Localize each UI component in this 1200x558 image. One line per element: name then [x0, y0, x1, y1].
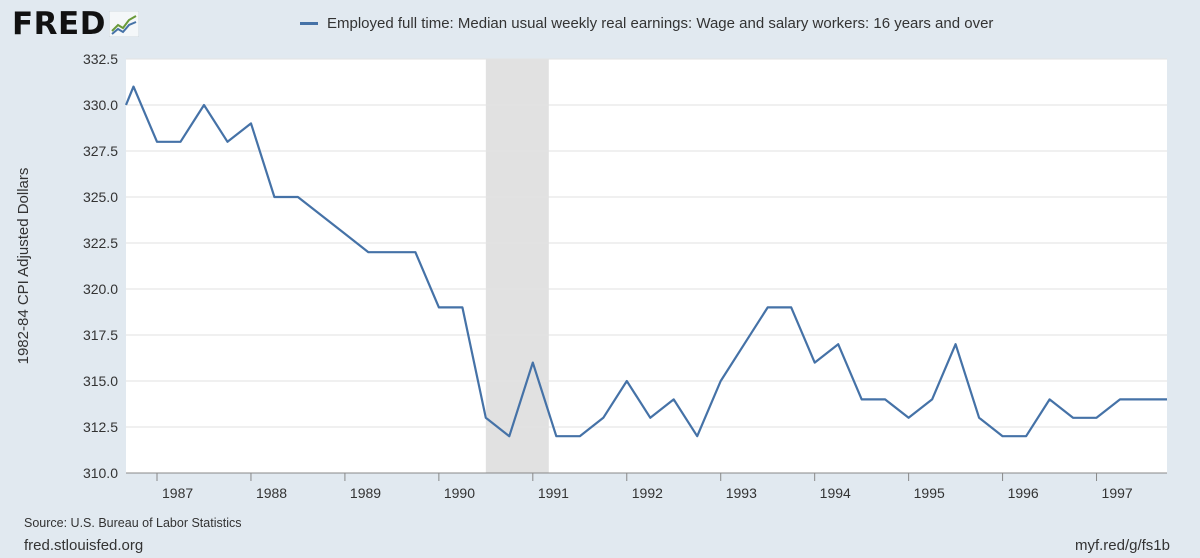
recession-band — [485, 59, 549, 473]
legend-swatch — [300, 22, 318, 25]
x-tick-label: 1995 — [914, 485, 945, 501]
fred-logo[interactable]: FRED — [12, 4, 139, 44]
short-url-link[interactable]: myf.red/g/fs1b — [1074, 537, 1170, 554]
y-tick-label: 320.0 — [83, 281, 118, 297]
x-tick-label: 1989 — [350, 485, 381, 501]
y-tick-label: 312.5 — [83, 419, 118, 435]
x-tick-label: 1997 — [1102, 485, 1133, 501]
legend-label: Employed full time: Median usual weekly … — [327, 15, 994, 32]
y-tick-label: 315.0 — [83, 373, 118, 389]
chart-logo-icon — [108, 11, 139, 37]
site-link[interactable]: fred.stlouisfed.org — [24, 537, 144, 554]
y-tick-label: 310.0 — [83, 465, 118, 481]
x-tick-label: 1987 — [162, 485, 193, 501]
x-tick-label: 1991 — [538, 485, 569, 501]
logo-text: FRED — [12, 6, 106, 42]
series-line[interactable] — [124, 85, 1167, 438]
y-tick-label: 330.0 — [83, 97, 118, 113]
y-tick-label: 332.5 — [83, 51, 118, 67]
x-tick-label: 1992 — [632, 485, 663, 501]
x-tick-label: 1996 — [1008, 485, 1039, 501]
y-tick-label: 322.5 — [83, 235, 118, 251]
x-tick-label: 1993 — [726, 485, 757, 501]
y-tick-label: 325.0 — [83, 189, 118, 205]
y-axis-label: 1982-84 CPI Adjusted Dollars — [15, 168, 32, 365]
x-tick-label: 1988 — [256, 485, 287, 501]
x-tick-label: 1994 — [820, 485, 851, 501]
source-text: Source: U.S. Bureau of Labor Statistics — [24, 516, 242, 530]
plot-area — [126, 59, 1167, 473]
x-tick-label: 1990 — [444, 485, 475, 501]
legend[interactable]: Employed full time: Median usual weekly … — [300, 15, 993, 32]
y-tick-label: 317.5 — [83, 327, 118, 343]
y-tick-label: 327.5 — [83, 143, 118, 159]
